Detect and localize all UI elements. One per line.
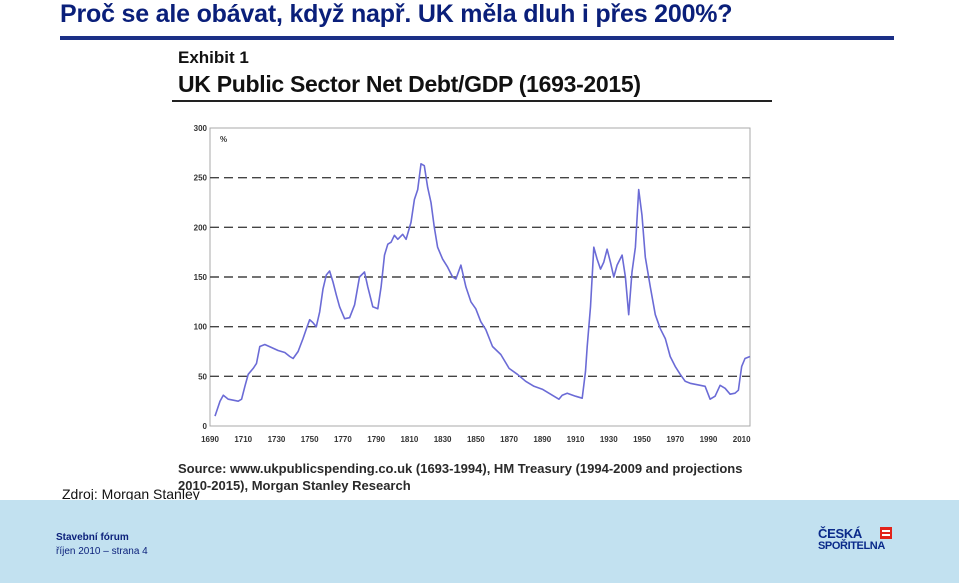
y-tick-label: 200 <box>194 223 208 232</box>
y-tick-label: 100 <box>194 323 208 332</box>
footer-bar: Stavební fórum říjen 2010 – strana 4 ČES… <box>0 500 959 583</box>
x-tick-label: 1750 <box>301 435 319 444</box>
title-underline <box>60 36 894 40</box>
logo-mark-icon <box>880 527 892 539</box>
debt-gdp-series-line <box>214 163 751 417</box>
y-axis-unit-label: % <box>220 135 227 144</box>
x-tick-label: 1950 <box>633 435 651 444</box>
x-tick-label: 1850 <box>467 435 485 444</box>
x-tick-label: 1790 <box>367 435 385 444</box>
source-credit: Zdroj: Morgan Stanley <box>62 486 200 502</box>
y-tick-label: 250 <box>194 174 208 183</box>
x-tick-label: 1910 <box>567 435 585 444</box>
x-tick-label: 2010 <box>733 435 751 444</box>
x-tick-label: 1930 <box>600 435 618 444</box>
chart-title-rule <box>172 100 772 102</box>
y-tick-label: 0 <box>203 422 208 431</box>
footer-organization: Stavební fórum <box>56 532 129 543</box>
x-tick-label: 1690 <box>201 435 219 444</box>
exhibit-label: Exhibit 1 <box>178 48 249 67</box>
logo-text-line1: ČESKÁ <box>818 526 863 541</box>
x-tick-label: 1890 <box>533 435 551 444</box>
x-tick-label: 1870 <box>500 435 518 444</box>
x-tick-label: 1830 <box>434 435 452 444</box>
slide-title: Proč se ale obávat, když např. UK měla d… <box>60 0 733 28</box>
x-tick-label: 1770 <box>334 435 352 444</box>
y-tick-label: 50 <box>198 372 207 381</box>
chart-source-note: Source: www.ukpublicspending.co.uk (1693… <box>178 461 743 493</box>
logo-text-line2: SPOŘITELNA <box>818 540 885 552</box>
y-tick-label: 300 <box>194 124 208 133</box>
ceska-sporitelna-logo: ČESKÁ SPOŘITELNA <box>818 526 894 556</box>
x-tick-label: 1990 <box>700 435 718 444</box>
footer-date-page: říjen 2010 – strana 4 <box>56 546 148 557</box>
x-tick-label: 1810 <box>400 435 418 444</box>
x-tick-label: 1970 <box>666 435 684 444</box>
x-tick-label: 1710 <box>234 435 252 444</box>
y-tick-label: 150 <box>194 273 208 282</box>
chart-title: UK Public Sector Net Debt/GDP (1693-2015… <box>178 71 641 97</box>
x-tick-label: 1730 <box>268 435 286 444</box>
